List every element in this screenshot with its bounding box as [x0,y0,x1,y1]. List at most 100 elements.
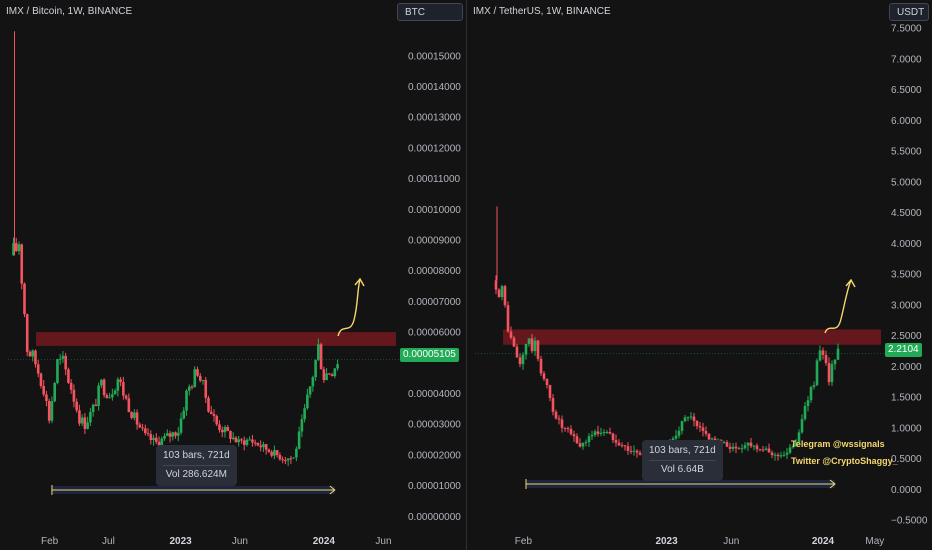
candle-body [284,460,287,462]
x-tick-label: Jul [102,536,115,547]
candle-body [207,397,210,412]
candle-body [330,374,334,377]
candle-body [314,359,317,378]
candle-body [133,412,136,418]
candle-body [336,364,339,369]
candle-body [212,413,216,416]
candle-body [809,387,813,401]
chart-panel-btc[interactable]: IMX / Bitcoin, 1W, BINANCE BTC 0.0001500… [0,0,466,550]
candle-body [803,406,807,420]
candle-body [248,439,251,441]
candle-body [163,435,166,439]
candle-body [695,420,699,427]
candle-body [286,458,290,461]
candle-body [506,305,510,332]
candle-body [500,286,504,298]
candle-body [728,446,732,449]
candle-body [683,417,687,422]
candle-body [623,445,627,447]
candle-body [560,419,564,428]
y-tick-label: 0.0000 [891,485,922,496]
candle-body [198,375,202,381]
candle-body [144,428,147,434]
candle-body [815,360,819,386]
measure-volume: Vol 6.64B [660,464,704,475]
candle-body [179,418,183,433]
y-tick-label: 0.00013000 [408,113,461,124]
candle-body [587,436,591,443]
candle-body [755,445,759,450]
x-tick-label: Feb [41,536,59,547]
candle-body [42,385,46,395]
last-price-tag: 2.2104 [885,343,922,357]
candle-body [617,442,621,446]
candle-body [256,442,260,446]
candle-body [737,448,741,450]
candle-body [830,364,834,383]
projection-arrow [824,279,852,334]
candle-body [599,432,603,434]
candle-body [539,358,543,374]
candle-body [524,344,528,355]
candle-body [182,410,186,419]
candle-body [25,314,29,352]
currency-button[interactable]: USDT [889,3,929,21]
candle-body [608,431,612,434]
candle-body [168,433,172,437]
candle-body [527,338,531,345]
y-tick-label: 0.00002000 [408,450,461,461]
candle-body [494,280,498,290]
candle-body [187,386,191,391]
candle-body [698,426,702,428]
currency-button[interactable]: BTC [397,3,463,21]
candle-body [319,344,323,370]
candle-body [251,439,254,443]
y-tick-label: 4.0000 [891,239,922,250]
candle-body [220,429,224,433]
x-tick-label: 2024 [313,536,336,547]
projection-arrowhead [354,277,365,287]
candle-body [554,411,558,419]
candle-body [551,398,555,412]
candle-body [149,434,153,441]
candle-body [503,286,507,306]
y-tick-label: 3.0000 [891,300,922,311]
candle-body [264,444,268,450]
panel-divider[interactable] [466,0,467,550]
chart-panel-usdt[interactable]: IMX / TetherUS, 1W, BINANCE USDT 7.5000 7… [467,0,932,550]
candle-body [566,428,570,430]
candle-body [174,432,177,436]
candle-body [94,404,98,406]
candle-body [569,428,573,435]
y-tick-label: 0.00014000 [408,82,461,93]
candle-body [824,354,828,364]
x-tick-label: 2023 [655,536,678,547]
candle-body [201,379,205,381]
x-tick-label: 2023 [170,536,193,547]
chart-title: IMX / TetherUS, 1W, BINANCE [473,6,611,17]
candle-body [89,412,92,423]
candle-body [575,436,579,444]
measure-bars: 103 bars, 721d [163,450,230,461]
candle-body [614,440,618,443]
candle-body [788,447,792,453]
candle-body [605,431,609,433]
candle-body [209,411,213,414]
candle-body [215,415,219,425]
y-tick-label: −0.5000 [891,516,928,527]
y-tick-label: 7.5000 [891,24,922,35]
projection-arrow [337,278,361,337]
price-chart-svg[interactable]: 0.00015000 0.00014000 0.00013000 0.00012000… [0,0,466,550]
candle-body [130,412,133,418]
y-tick-label: 0.00001000 [408,481,461,492]
candle-body [292,457,295,459]
candle-body [278,454,282,460]
candle-body [303,408,306,420]
candle-body [155,437,158,442]
candle-body [638,452,642,455]
candle-body [259,445,262,448]
candle-body [779,455,783,457]
candle-body [12,243,15,256]
candle-body [281,459,284,461]
candle-body [36,364,40,374]
